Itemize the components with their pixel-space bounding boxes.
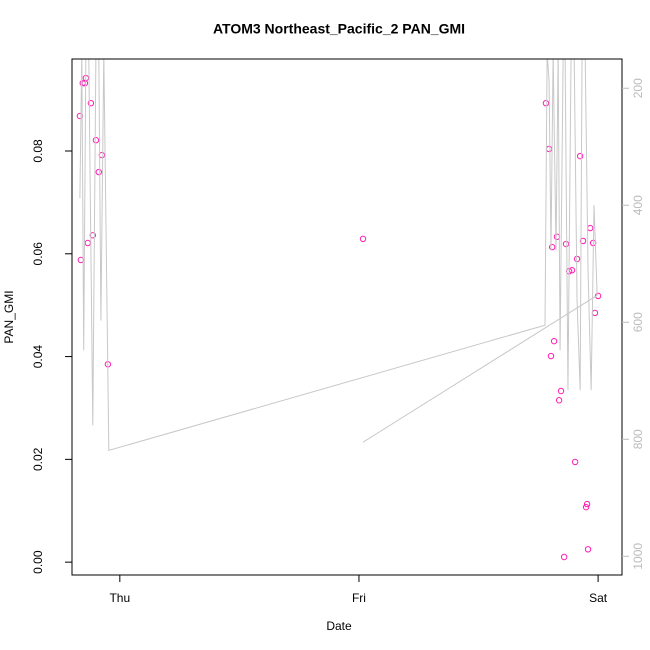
data-point: [359, 235, 367, 243]
data-point: [547, 352, 555, 360]
data-point: [576, 152, 584, 160]
data-point: [95, 168, 102, 176]
y-tick-label: 0.00: [31, 550, 45, 574]
data-point: [89, 232, 97, 239]
y-axis-label: PAN_GMI: [2, 290, 16, 343]
x-tick-label: Fri: [352, 591, 366, 605]
data-point: [87, 99, 95, 107]
data-point: [584, 546, 592, 553]
data-point: [542, 99, 550, 107]
x-tick-label: Thu: [109, 591, 130, 605]
y-tick-label: 0.06: [31, 242, 45, 266]
x-tick-label: Sat: [589, 591, 608, 605]
data-point: [557, 387, 565, 395]
y2-tick-label: 1000: [631, 543, 645, 570]
plot-frame: [71, 58, 623, 576]
data-point: [92, 137, 100, 144]
data-point: [582, 503, 590, 511]
y2-tick-label: 200: [631, 78, 645, 98]
chart-title: ATOM3 Northeast_Pacific_2 PAN_GMI: [213, 21, 465, 37]
y2-tick-label: 400: [631, 195, 645, 215]
y-tick-label: 0.02: [31, 447, 45, 471]
plot-area: [76, 59, 602, 561]
data-point: [579, 237, 587, 245]
y2-tick-label: 800: [631, 429, 645, 449]
data-point: [550, 337, 558, 345]
data-point: [548, 243, 556, 251]
data-line: [79, 59, 598, 452]
x-axis-label: Date: [326, 619, 352, 633]
data-point: [560, 553, 568, 561]
y-tick-label: 0.08: [31, 139, 45, 163]
data-point: [583, 500, 591, 508]
data-point: [555, 397, 563, 404]
data-point: [562, 240, 570, 248]
y-tick-label: 0.04: [31, 345, 45, 369]
y2-tick-label: 600: [631, 312, 645, 332]
data-point: [571, 458, 579, 466]
